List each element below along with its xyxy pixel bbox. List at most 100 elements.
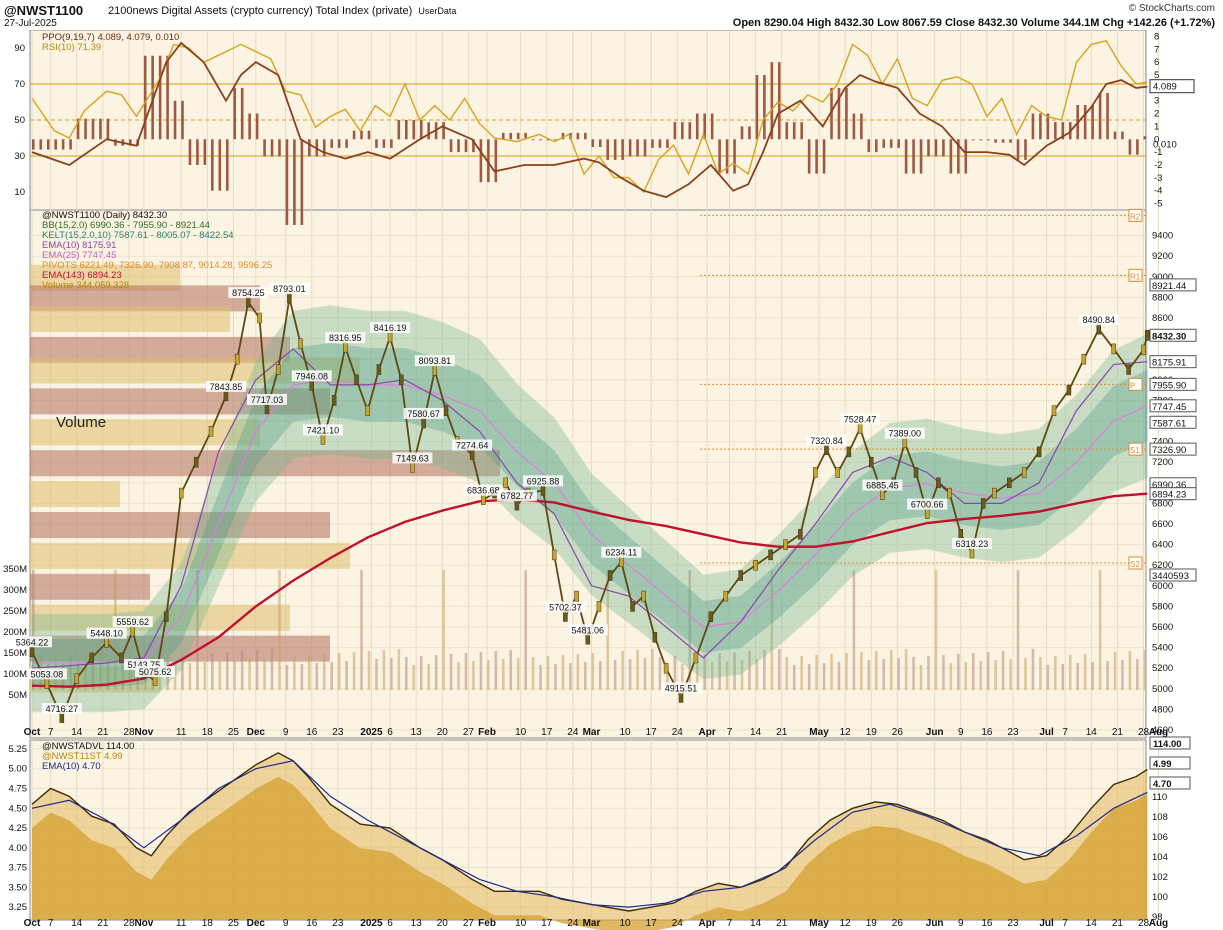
candle-47 (596, 601, 602, 612)
annotation-15: 8093.81 (419, 356, 452, 366)
ppo-tick-3: 5 (1154, 70, 1159, 81)
volume-bar-60 (255, 650, 259, 690)
price-legend-3: EMA(10) 8175.91 (42, 240, 116, 251)
volume-bar-220 (852, 570, 856, 690)
x-tick-price-10: 9 (283, 727, 289, 738)
candle-73 (924, 508, 930, 519)
annotation-24: 6234.11 (605, 548, 637, 558)
candle-29 (387, 331, 393, 343)
ppo-tick-9: -1 (1154, 147, 1162, 158)
x-tick-price-13: 2025 (360, 727, 383, 738)
volume-bar-48 (211, 653, 214, 690)
breadth-left-tick-7: 3.50 (9, 882, 28, 893)
volume-bar-128 (509, 650, 513, 690)
volume-bar-288 (1106, 661, 1109, 690)
candle-15 (234, 353, 240, 365)
candle-49 (619, 556, 624, 567)
rsi-line (31, 39, 1148, 194)
ppo-hist-bar-14 (84, 118, 87, 140)
x-tick-price-43: Aug (1149, 727, 1168, 738)
pivot-tag-box-1 (1128, 268, 1143, 282)
rsi-tick-0: 90 (14, 43, 25, 54)
candle-1 (44, 678, 50, 689)
x-tick-breadth-0: Oct (24, 918, 41, 929)
candle-68 (869, 456, 874, 468)
volume-bar-62 (263, 658, 266, 690)
volume-bar-282 (1083, 654, 1087, 690)
annotation-box-10 (246, 393, 287, 405)
ppo-hist-bar-246 (949, 139, 953, 174)
price-badge-box-2 (1149, 355, 1197, 369)
x-tick-price-3: 21 (97, 727, 109, 738)
volume-bar-116 (464, 653, 468, 690)
volume-bar-198 (770, 570, 774, 690)
ppo-hist-bar-218 (845, 87, 848, 140)
candle-20 (287, 292, 292, 304)
volume-bar-284 (1091, 662, 1094, 690)
candle-12 (193, 456, 199, 468)
x-tick-breadth-25: 24 (672, 918, 684, 929)
price-tick-1: 9200 (1152, 251, 1173, 262)
breadth-right-tick-3: 104 (1152, 852, 1168, 863)
candle-54 (678, 692, 684, 703)
ppo-hist-bar-268 (1031, 113, 1035, 140)
ppo-hist-bar-72 (300, 139, 304, 225)
ppo-hist-bar-274 (1054, 122, 1057, 140)
annotation-18: 7274.64 (456, 441, 489, 451)
ppo-hist-bar-62 (263, 139, 266, 157)
candle-44 (563, 611, 568, 622)
ppo-hist-bar-216 (837, 87, 841, 140)
price-badge-5: 7587.61 (1152, 418, 1186, 429)
ppo-hist-bar-32 (151, 55, 154, 140)
volume-bar-86 (352, 652, 356, 690)
pivot-tag-box-2 (1128, 377, 1143, 391)
x-tick-breadth-6: 11 (176, 918, 187, 929)
volume-bar-240 (927, 656, 930, 690)
ppo-hist-bar-148 (584, 132, 587, 140)
price-badge-9: 3440593 (1152, 571, 1189, 582)
x-tick-breadth-14: 6 (387, 918, 393, 929)
candle-75 (947, 487, 952, 499)
annotation-box-9 (269, 283, 310, 295)
volume-bar-246 (949, 663, 953, 690)
ppo-tick-0: 8 (1154, 31, 1159, 42)
ppo-hist-bar-74 (308, 139, 311, 157)
ppo-hist-bar-294 (1128, 139, 1132, 155)
ppo-hist-bar-128 (509, 132, 513, 140)
ppo-tick-1: 7 (1154, 44, 1159, 55)
candle-22 (309, 380, 314, 391)
volume-bar-44 (196, 570, 199, 690)
price-badge-6: 7326.90 (1152, 445, 1186, 456)
keltner-channel (32, 342, 1148, 688)
volume-bar-162 (636, 650, 639, 690)
description-text: 2100news Digital Assets (crypto currency… (108, 5, 413, 17)
ppo-hist-bar-192 (748, 126, 751, 140)
annotation-9: 8793.01 (273, 284, 306, 294)
ppo-hist-bar-100 (405, 120, 408, 140)
volume-tick-1: 300M (3, 585, 27, 596)
ppo-hist-bar-286 (1098, 93, 1102, 140)
candle-45 (574, 590, 579, 602)
volume-bar-132 (524, 570, 527, 690)
candle-18 (264, 403, 270, 415)
price-tick-11: 7200 (1152, 457, 1173, 468)
x-tick-breadth-39: 7 (1062, 918, 1068, 929)
annotation-3: 5448.10 (90, 629, 123, 639)
volume-tick-3: 200M (3, 627, 27, 638)
volume-bar-94 (382, 650, 386, 690)
volume-bar-148 (584, 662, 587, 690)
x-tick-breadth-32: 19 (866, 918, 878, 929)
candle-13 (208, 426, 214, 437)
ppo-tick-11: -3 (1154, 173, 1162, 184)
breadth-right-tick-5: 100 (1152, 892, 1168, 903)
volume-bar-256 (986, 652, 990, 690)
ppo-line (31, 41, 1148, 199)
candle-61 (783, 539, 788, 550)
ppo-hist-bar-2 (39, 139, 43, 150)
ppo-hist-bar-190 (740, 126, 744, 140)
breadth-left-tick-4: 4.25 (9, 823, 28, 834)
volume-bar-74 (308, 655, 311, 690)
volume-bar-290 (1113, 652, 1117, 690)
ppo-hist-bar-232 (897, 139, 900, 148)
volume-bar-186 (725, 661, 729, 690)
